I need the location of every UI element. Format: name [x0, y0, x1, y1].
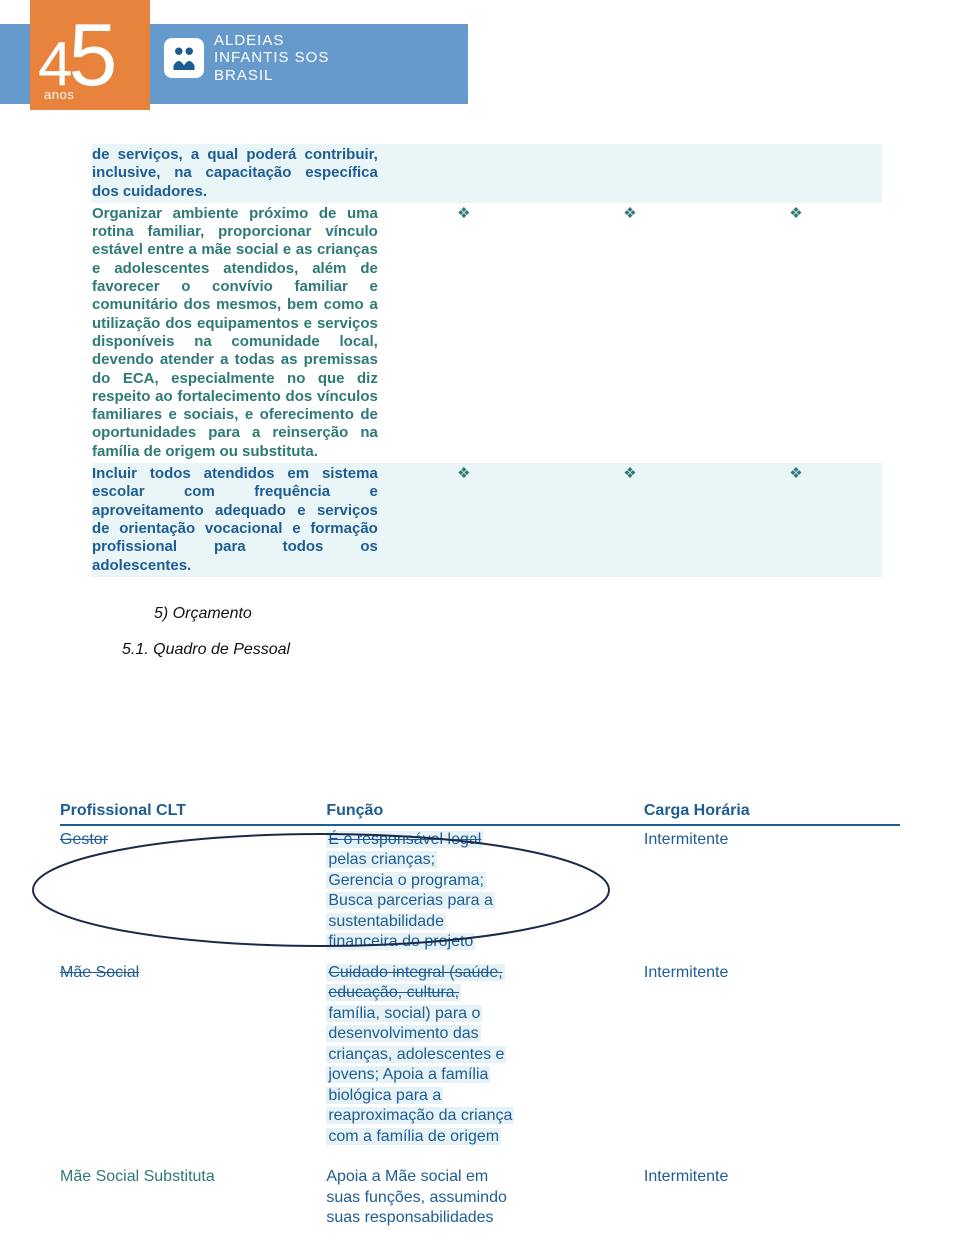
objective-text: Organizar ambiente próximo de uma rotina…	[92, 203, 384, 463]
objective-mark	[716, 144, 882, 203]
logo-digit-4: 4	[38, 39, 72, 92]
objective-mark: ❖	[550, 203, 716, 463]
brand-line1: ALDEIAS	[214, 32, 329, 49]
logo-45-anos: 4 5 anos	[30, 0, 150, 110]
objective-row: Organizar ambiente próximo de uma rotina…	[92, 203, 882, 463]
logo-anos: anos	[44, 87, 74, 102]
logo-digit-5: 5	[68, 18, 117, 93]
objective-text: de serviços, a qual poderá contribuir, i…	[92, 144, 384, 203]
staff-header-carga: Carga Horária	[644, 800, 900, 825]
objective-mark: ❖	[550, 463, 716, 577]
staff-section: Profissional CLT Função Carga Horária Ge…	[60, 800, 900, 1234]
section-5-heading: 5) Orçamento	[154, 605, 882, 623]
objective-mark: ❖	[716, 203, 882, 463]
section-5-1-heading: 5.1. Quadro de Pessoal	[122, 641, 882, 659]
brand-icon	[164, 38, 204, 78]
brand-line2: INFANTIS SOS	[214, 49, 329, 66]
objective-row: Incluir todos atendidos em sistema escol…	[92, 463, 882, 577]
objective-mark: ❖	[716, 463, 882, 577]
brand-text: ALDEIAS INFANTIS SOS BRASIL	[214, 32, 329, 84]
staff-header-profissional: Profissional CLT	[60, 800, 326, 825]
objective-mark	[550, 144, 716, 203]
staff-carga: Intermitente	[644, 1153, 900, 1234]
staff-carga: Intermitente	[644, 825, 900, 959]
staff-row: Mãe Social SubstitutaApoia a Mãe social …	[60, 1153, 900, 1234]
staff-funcao: É o responsável legalpelas crianças;Gere…	[326, 825, 644, 959]
staff-funcao: Apoia a Mãe social emsuas funções, assum…	[326, 1153, 644, 1234]
staff-carga: Intermitente	[644, 959, 900, 1153]
objective-mark	[384, 144, 550, 203]
objective-mark: ❖	[384, 463, 550, 577]
staff-header-funcao: Função	[326, 800, 644, 825]
objectives-table: de serviços, a qual poderá contribuir, i…	[92, 144, 882, 577]
staff-profissional: Mãe Social Substituta	[60, 1153, 326, 1234]
staff-row: GestorÉ o responsável legalpelas criança…	[60, 825, 900, 959]
objective-text: Incluir todos atendidos em sistema escol…	[92, 463, 384, 577]
staff-funcao: Cuidado integral (saúde,educação, cultur…	[326, 959, 644, 1153]
staff-profissional: Mãe Social	[60, 959, 326, 1153]
staff-table: Profissional CLT Função Carga Horária Ge…	[60, 800, 900, 1234]
brand-line3: BRASIL	[214, 67, 329, 84]
staff-profissional: Gestor	[60, 825, 326, 959]
page-content: de serviços, a qual poderá contribuir, i…	[92, 144, 882, 659]
staff-row: Mãe SocialCuidado integral (saúde,educaç…	[60, 959, 900, 1153]
objective-row: de serviços, a qual poderá contribuir, i…	[92, 144, 882, 203]
objective-mark: ❖	[384, 203, 550, 463]
